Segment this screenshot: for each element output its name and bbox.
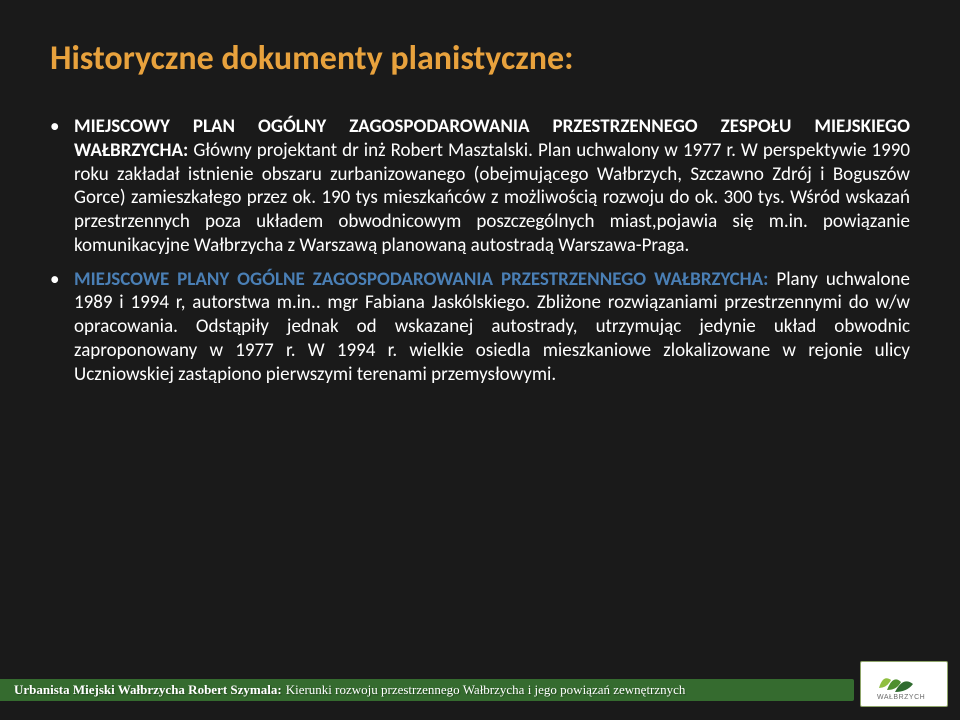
bullet-list: MIEJSCOWY PLAN OGÓLNY ZAGOSPODAROWANIA P…: [50, 115, 910, 396]
footer-bar: Urbanista Miejski Wałbrzycha Robert Szym…: [0, 679, 854, 701]
logo-icon: WAŁBRZYCH: [869, 666, 939, 702]
slide-title: Historyczne dokumenty planistyczne:: [50, 38, 910, 79]
footer-rest: Kierunki rozwoju przestrzennego Wałbrzyc…: [286, 682, 686, 698]
logo-text: WAŁBRZYCH: [877, 694, 925, 701]
bullet-2-lead: MIEJSCOWE PLANY OGÓLNE ZAGOSPODAROWANIA …: [74, 268, 768, 291]
slide-container: Historyczne dokumenty planistyczne: MIEJ…: [0, 0, 960, 720]
bullet-1-body: Główny projektant dr inż Robert Masztals…: [74, 139, 910, 257]
footer: Urbanista Miejski Wałbrzycha Robert Szym…: [0, 676, 960, 704]
footer-author: Urbanista Miejski Wałbrzycha Robert Szym…: [14, 682, 282, 698]
bullet-item-1: MIEJSCOWY PLAN OGÓLNY ZAGOSPODAROWANIA P…: [50, 115, 910, 258]
logo-walbrzych: WAŁBRZYCH: [860, 661, 948, 707]
bullet-item-2: MIEJSCOWE PLANY OGÓLNE ZAGOSPODAROWANIA …: [50, 268, 910, 387]
